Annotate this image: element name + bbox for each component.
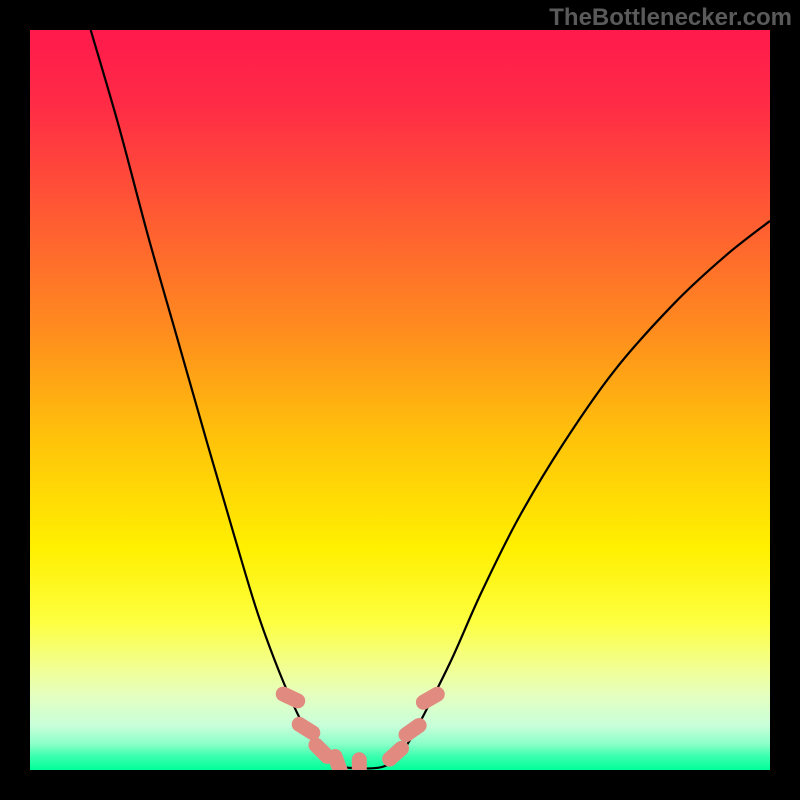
curve-overlay (30, 30, 770, 770)
curve-marker (414, 685, 447, 712)
curve-marker (396, 716, 429, 745)
bottleneck-curve (91, 30, 770, 768)
plot-area (30, 30, 770, 770)
curve-marker (274, 685, 307, 710)
curve-marker (352, 753, 366, 770)
curve-marker (380, 738, 412, 768)
watermark-text: TheBottlenecker.com (549, 4, 792, 32)
chart-container: TheBottlenecker.com (0, 0, 800, 800)
